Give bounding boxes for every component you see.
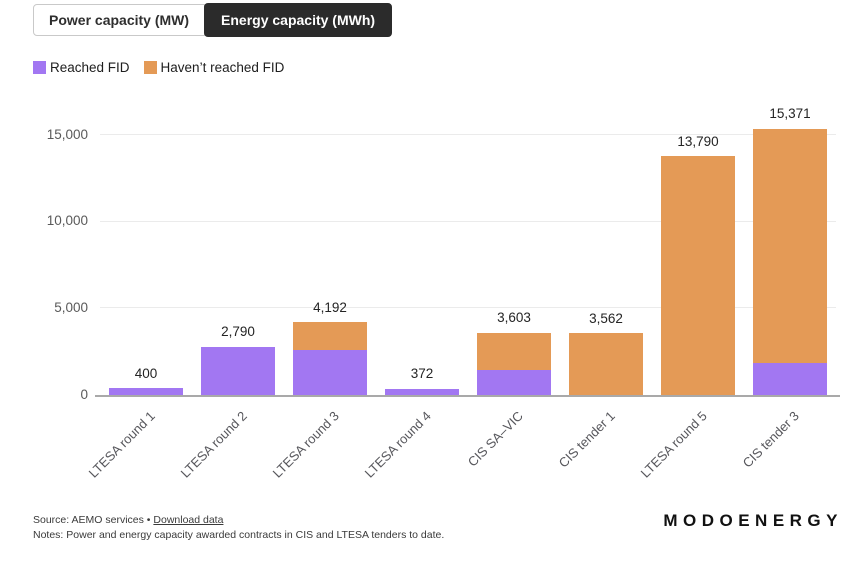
gridline-15,000 — [100, 134, 836, 136]
x-axis-label: CIS tender 3 — [739, 408, 802, 471]
y-tick-label: 15,000 — [46, 126, 88, 142]
x-axis-label: LTESA round 5 — [637, 408, 710, 481]
bar-segment-havent-reached-fid[interactable] — [569, 333, 643, 395]
bar-total-label: 15,371 — [769, 106, 811, 122]
toggle-energy-capacity[interactable]: Energy capacity (MWh) — [204, 3, 393, 37]
toggle-power-capacity[interactable]: Power capacity (MW) — [33, 4, 206, 36]
bar-segment-reached-fid[interactable] — [293, 350, 367, 395]
source-line: Source: AEMO services • Download data — [33, 513, 444, 528]
modo-energy-logo: MODOENERGY — [663, 511, 843, 530]
legend-item-havent-reached-fid[interactable]: Haven’t reached FID — [143, 60, 285, 75]
bar-cis-tender-3[interactable]: 15,371 — [753, 106, 827, 395]
bar-ltesa-round-2[interactable]: 2,790 — [201, 110, 275, 395]
legend-label: Reached FID — [50, 60, 130, 75]
bar-segment-reached-fid[interactable] — [477, 370, 551, 395]
bar-total-label: 3,562 — [589, 310, 623, 326]
download-data-link[interactable]: Download data — [153, 514, 224, 526]
bar-segment-reached-fid[interactable] — [109, 388, 183, 395]
x-axis-label: CIS tender 1 — [555, 408, 618, 471]
y-tick-label: 10,000 — [46, 213, 88, 229]
bar-total-label: 4,192 — [313, 299, 347, 315]
bar-segment-havent-reached-fid[interactable] — [477, 332, 551, 371]
havent-reached-fid-swatch-icon — [143, 61, 157, 74]
y-tick-label: 0 — [80, 386, 88, 402]
capacity-toggle: Power capacity (MW) Energy capacity (MWh… — [33, 3, 393, 37]
bar-ltesa-round-5[interactable]: 13,790 — [661, 110, 735, 395]
x-axis-label: LTESA round 2 — [177, 408, 250, 481]
source-text: Source: AEMO services • — [33, 514, 154, 526]
gridline-10,000 — [100, 220, 836, 222]
bar-total-label: 3,603 — [497, 310, 531, 326]
bar-total-label: 2,790 — [221, 324, 255, 340]
bar-total-label: 400 — [134, 365, 158, 381]
x-axis-label: LTESA round 4 — [361, 408, 434, 481]
bar-total-label: 13,790 — [677, 133, 719, 149]
bar-cis-tender-1[interactable]: 3,562 — [569, 110, 643, 395]
reached-fid-swatch-icon — [33, 61, 46, 74]
bar-segment-reached-fid[interactable] — [385, 388, 459, 395]
bar-segment-reached-fid[interactable] — [753, 362, 827, 395]
x-axis-label: CIS SA–VIC — [464, 408, 526, 470]
x-axis-label: LTESA round 3 — [269, 408, 342, 481]
bar-ltesa-round-1[interactable]: 400 — [109, 110, 183, 395]
bar-ltesa-round-3[interactable]: 4,192 — [293, 110, 367, 395]
notes-line: Notes: Power and energy capacity awarded… — [33, 529, 445, 542]
bar-segment-havent-reached-fid[interactable] — [661, 156, 735, 395]
chart-footer: Source: AEMO services • Download data No… — [33, 513, 444, 543]
plot-area: 0 5,000 10,000 15,000 400 LTESA round 1 2,790 L… — [47, 106, 840, 481]
bar-segment-havent-reached-fid[interactable] — [293, 322, 367, 351]
bar-segment-reached-fid[interactable] — [201, 346, 275, 395]
bar-segment-havent-reached-fid[interactable] — [753, 128, 827, 363]
gridline-5,000 — [100, 307, 836, 309]
y-tick-label: 5,000 — [54, 299, 88, 315]
bar-ltesa-round-4[interactable]: 372 — [385, 110, 459, 395]
bar-total-label: 372 — [410, 366, 434, 382]
x-axis-label: LTESA round 1 — [85, 408, 158, 481]
legend: Reached FID Haven’t reached FID — [33, 60, 284, 75]
x-axis-line — [95, 395, 840, 397]
legend-item-reached-fid[interactable]: Reached FID — [33, 60, 130, 75]
legend-label: Haven’t reached FID — [160, 60, 285, 75]
bar-cis-sa-vic[interactable]: 3,603 — [477, 110, 551, 395]
